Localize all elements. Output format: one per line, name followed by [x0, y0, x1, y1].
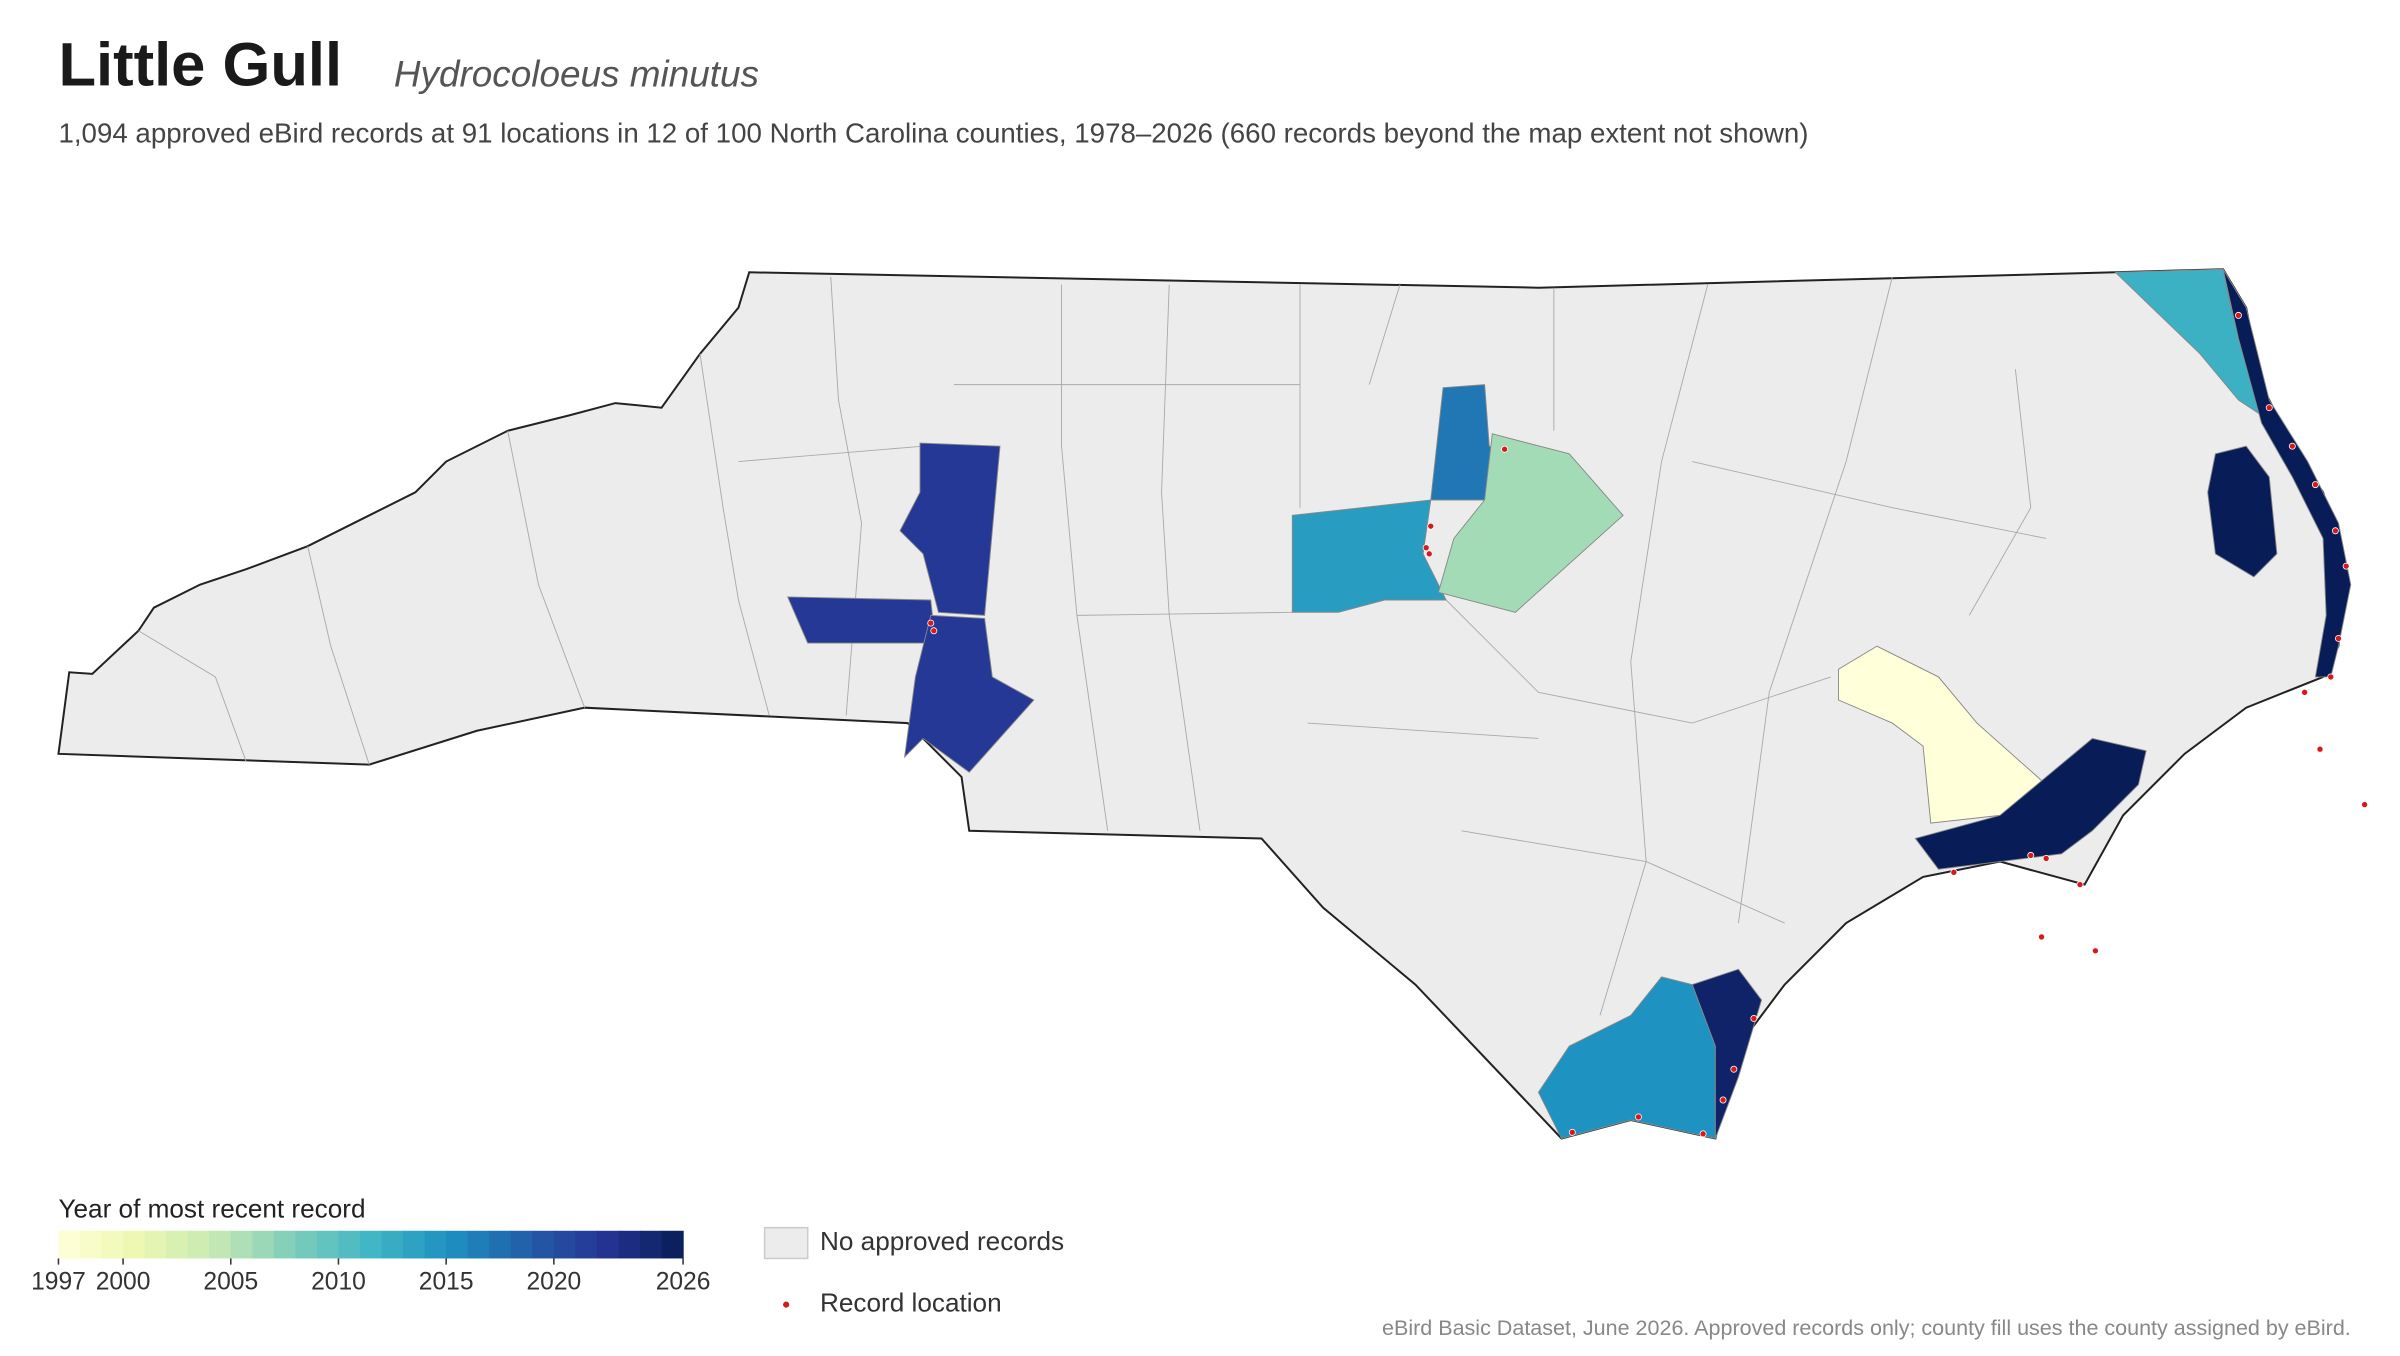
colorbar-step	[101, 1230, 124, 1259]
colorbar-step	[640, 1230, 663, 1259]
colorbar-step	[403, 1230, 426, 1259]
county	[1914, 737, 2147, 870]
colorbar-step	[273, 1230, 296, 1259]
county	[1291, 499, 1447, 613]
subtitle: Hydrocoloeus minutus	[394, 54, 759, 95]
record-locations	[927, 311, 2369, 1138]
colorbar-step	[295, 1230, 318, 1259]
colorbar-step	[489, 1230, 512, 1259]
county	[2207, 445, 2278, 578]
legend-swatch	[763, 1226, 809, 1260]
colorbar-tick-label: 2010	[311, 1269, 366, 1296]
colorbar-step	[144, 1230, 167, 1259]
colorbar-step	[381, 1230, 404, 1259]
state-outline	[57, 268, 2348, 1140]
county	[786, 596, 936, 644]
legend-marker	[783, 1301, 790, 1308]
colorbar-title: Year of most recent record	[58, 1194, 365, 1224]
county	[899, 442, 1001, 616]
colorbar-step	[166, 1230, 189, 1259]
colorbar-step	[209, 1230, 232, 1259]
county-lines	[138, 276, 2047, 1016]
colorbar-tick-label: 1997	[31, 1269, 86, 1296]
colorbar-step	[338, 1230, 361, 1259]
colorbar-tick-label: 2005	[203, 1269, 258, 1296]
legend-label: No approved records	[820, 1226, 1064, 1256]
state	[57, 268, 2369, 1140]
county	[1691, 968, 1763, 1139]
colorbar-step	[553, 1230, 576, 1259]
colorbar-step	[446, 1230, 469, 1259]
colorbar-step	[467, 1230, 490, 1259]
colorbar-step	[424, 1230, 447, 1259]
colorbar-step	[596, 1230, 620, 1259]
colorbar-step	[510, 1230, 533, 1259]
colorbar-step	[187, 1230, 210, 1259]
colorbar-step	[661, 1230, 684, 1259]
legend-label: Record location	[820, 1288, 1002, 1318]
colorbar-tick-label: 2026	[656, 1269, 711, 1296]
colorbar-step	[532, 1230, 555, 1259]
colorbar-step	[252, 1230, 275, 1259]
colorbar-step	[316, 1230, 340, 1259]
source-note: eBird Basic Dataset, June 2026. Approved…	[1382, 1316, 2351, 1340]
title: Little Gull	[58, 30, 342, 99]
description: 1,094 approved eBird records at 91 locat…	[58, 118, 1808, 149]
colorbar-step	[123, 1230, 146, 1259]
colorbar-step	[80, 1230, 103, 1259]
colorbar-step	[618, 1230, 641, 1259]
colorbar-tick-label: 2000	[96, 1269, 151, 1296]
colorbar-step	[360, 1230, 383, 1259]
colorbar: 1997 2000 2005 2010 2015 2020 2026	[31, 1230, 711, 1296]
colorbar-step	[575, 1230, 598, 1259]
colorbar-step	[58, 1230, 81, 1259]
colorbar-tick-label: 2020	[526, 1269, 581, 1296]
county	[1437, 433, 1624, 613]
colorbar-step	[230, 1230, 253, 1259]
county	[903, 614, 1035, 773]
colorbar-tick-label: 2015	[419, 1269, 474, 1296]
